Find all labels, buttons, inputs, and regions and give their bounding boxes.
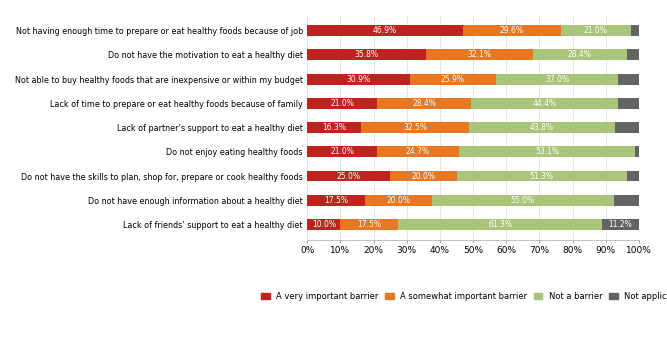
Bar	[627, 50, 639, 61]
Bar	[635, 146, 639, 157]
Bar	[410, 74, 496, 85]
Text: 53.1%: 53.1%	[535, 147, 559, 156]
Text: 35.8%: 35.8%	[355, 50, 379, 59]
Text: 43.8%: 43.8%	[530, 123, 554, 132]
Text: 51.3%: 51.3%	[530, 172, 554, 181]
Bar	[614, 122, 639, 133]
Text: 30.9%: 30.9%	[346, 75, 370, 84]
Bar	[561, 25, 631, 36]
Bar	[426, 50, 532, 61]
Bar	[377, 146, 459, 157]
Text: 21.0%: 21.0%	[330, 99, 354, 108]
Bar	[390, 171, 456, 182]
Bar	[496, 74, 618, 85]
Bar	[471, 98, 618, 109]
Text: 25.0%: 25.0%	[337, 172, 361, 181]
Text: 11.2%: 11.2%	[608, 220, 632, 229]
Bar	[463, 25, 561, 36]
Bar	[362, 122, 469, 133]
Text: 28.4%: 28.4%	[568, 50, 592, 59]
Bar	[456, 171, 627, 182]
Bar	[398, 219, 602, 230]
Bar	[602, 219, 639, 230]
Bar	[307, 219, 340, 230]
Text: 20.0%: 20.0%	[412, 172, 436, 181]
Bar	[618, 98, 639, 109]
Bar	[307, 74, 410, 85]
Bar	[532, 50, 627, 61]
Bar	[377, 98, 471, 109]
Text: 28.4%: 28.4%	[412, 99, 436, 108]
Text: 10.0%: 10.0%	[311, 220, 336, 229]
Bar	[307, 195, 366, 206]
Bar	[459, 146, 635, 157]
Text: 29.6%: 29.6%	[500, 26, 524, 35]
Bar	[366, 195, 432, 206]
Bar	[307, 50, 426, 61]
Bar	[307, 98, 377, 109]
Text: 46.9%: 46.9%	[373, 26, 397, 35]
Text: 32.1%: 32.1%	[468, 50, 491, 59]
Bar	[307, 25, 463, 36]
Bar	[614, 195, 639, 206]
Legend: A very important barrier, A somewhat important barrier, Not a barrier, Not appli: A very important barrier, A somewhat imp…	[259, 290, 667, 303]
Text: 20.0%: 20.0%	[386, 196, 410, 205]
Text: 32.5%: 32.5%	[403, 123, 427, 132]
Text: 37.0%: 37.0%	[545, 75, 569, 84]
Bar	[307, 146, 377, 157]
Text: 21.0%: 21.0%	[330, 147, 354, 156]
Bar	[307, 171, 390, 182]
Bar	[631, 25, 639, 36]
Bar	[627, 171, 639, 182]
Text: 61.3%: 61.3%	[488, 220, 512, 229]
Bar	[340, 219, 398, 230]
Text: 17.5%: 17.5%	[324, 196, 348, 205]
Bar	[307, 122, 362, 133]
Bar	[469, 122, 614, 133]
Text: 16.3%: 16.3%	[322, 123, 346, 132]
Bar	[432, 195, 614, 206]
Bar	[618, 74, 639, 85]
Text: 25.9%: 25.9%	[441, 75, 465, 84]
Text: 17.5%: 17.5%	[358, 220, 382, 229]
Text: 24.7%: 24.7%	[406, 147, 430, 156]
Text: 21.0%: 21.0%	[584, 26, 608, 35]
Text: 55.0%: 55.0%	[511, 196, 535, 205]
Text: 44.4%: 44.4%	[533, 99, 557, 108]
